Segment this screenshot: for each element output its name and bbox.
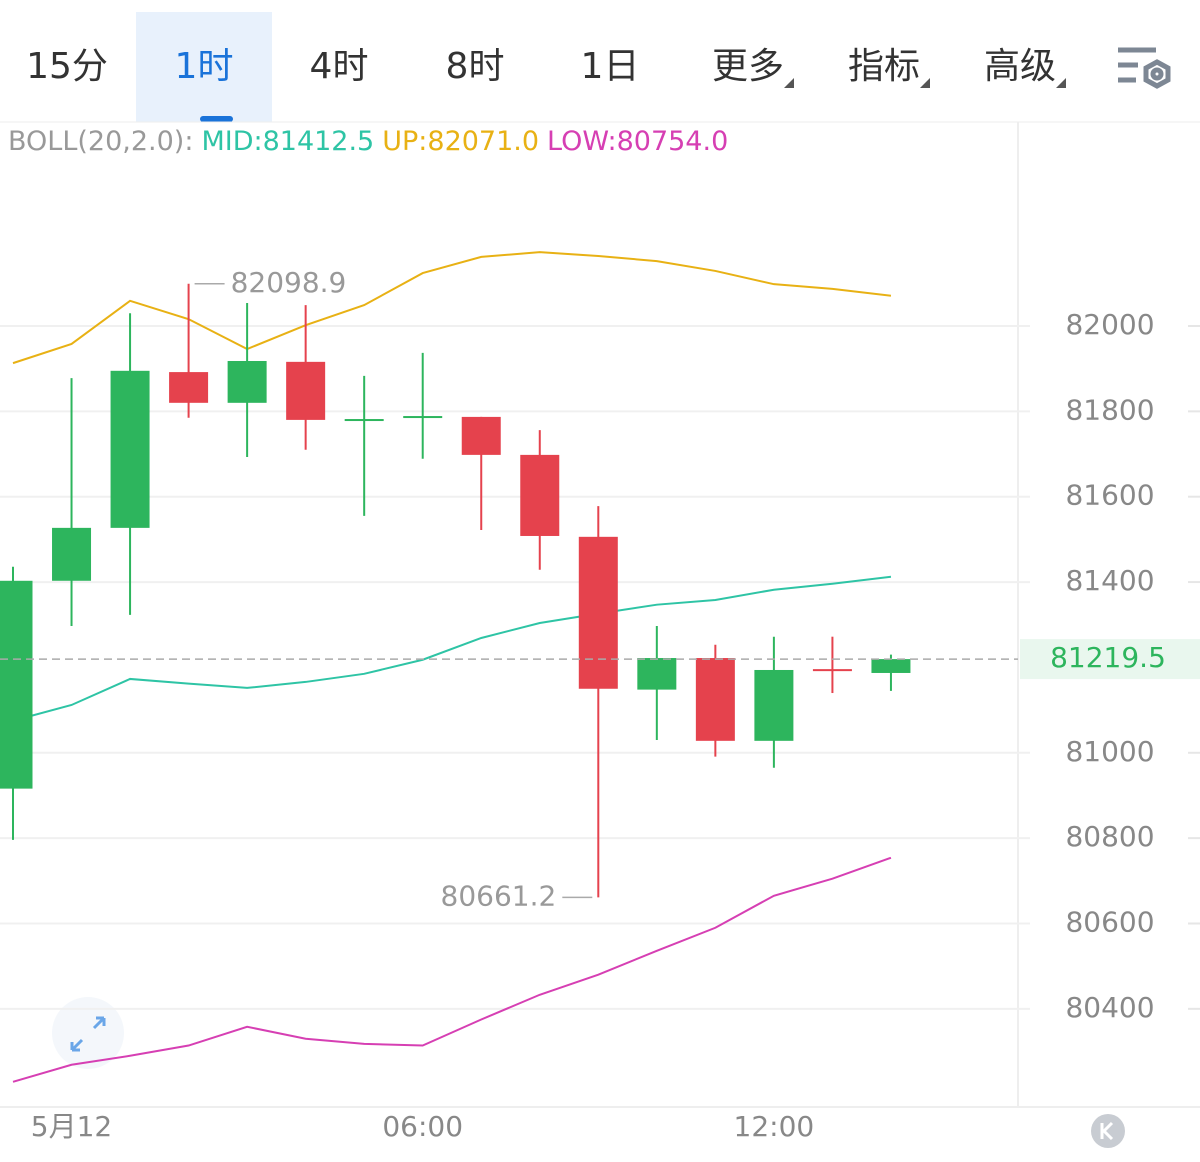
candle-body [227,360,267,403]
price-tag-bg [1020,639,1200,680]
dropdown-arrow [1056,78,1066,88]
x-tick-label: 12:00 [734,1110,815,1143]
y-tick-label: 80600 [1065,905,1154,938]
y-tick-label: 80800 [1065,820,1154,853]
tab[interactable]: 高级 [984,46,1056,87]
legend-entry: LOW:80754.0 [547,126,728,157]
y-tick-label: 81000 [1065,735,1154,768]
candle-body [110,370,150,528]
candle-body [695,658,735,741]
legend-entry: MID:81412.5 [201,126,374,157]
candle-body [169,372,209,403]
tab[interactable]: 指标 [848,46,920,87]
x-tick-label: 5月12 [31,1110,112,1143]
candle-body [286,361,326,420]
candle-body [0,580,33,789]
candle-body [754,669,794,741]
selected-tab-indicator [200,116,233,122]
tab[interactable]: 15分 [26,46,108,87]
x-tick-label: 06:00 [382,1110,463,1143]
current-price: 81219.5 [1050,641,1166,674]
selected-tab-bg [136,12,272,122]
candle-body [871,659,911,673]
y-tick-label: 81800 [1065,393,1154,426]
high-annotation: 82098.9 [231,266,347,299]
tab[interactable]: 8时 [446,46,505,87]
indicator-legend: BOLL(20,2.0): MID:81412.5 UP:82071.0 LOW:80… [8,126,728,157]
candle-body [461,416,501,455]
candle-body [637,658,677,690]
candle-body [52,527,92,581]
tab[interactable]: 4时 [310,46,369,87]
y-tick-label: 81600 [1065,479,1154,512]
dropdown-arrow [784,78,794,88]
candle-body [812,669,852,672]
legend-entry: UP:82071.0 [382,126,539,157]
candle-body [520,454,560,536]
indicator-name: BOLL(20,2.0): [8,126,193,157]
boll-line [12,575,892,722]
candle-body [403,416,443,419]
expand-button[interactable] [52,997,124,1069]
dropdown-arrow [920,78,930,88]
tab[interactable]: 1时 [175,46,234,87]
candle-body [578,536,618,689]
boll-line [12,251,892,365]
boll-line [12,856,892,1083]
settings-icon[interactable] [1118,47,1171,89]
reset-button[interactable] [1091,1114,1125,1148]
tab[interactable]: 1日 [581,46,640,87]
low-annotation: 80661.2 [441,879,557,912]
tab[interactable]: 更多 [712,46,784,87]
y-tick-label: 82000 [1065,308,1154,341]
candle-body [344,419,384,422]
y-tick-label: 81400 [1065,564,1154,597]
y-tick-label: 80400 [1065,991,1154,1024]
